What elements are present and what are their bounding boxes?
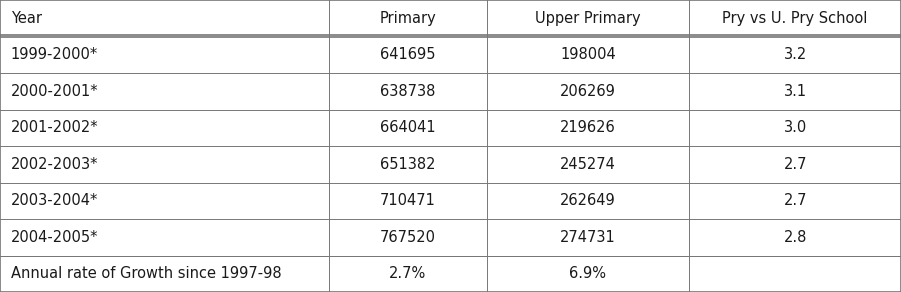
Text: 3.2: 3.2 <box>784 47 806 62</box>
Text: 1999-2000*: 1999-2000* <box>11 47 98 62</box>
Text: 2000-2001*: 2000-2001* <box>11 84 98 99</box>
Text: 245274: 245274 <box>560 157 616 172</box>
Text: 3.0: 3.0 <box>784 120 806 135</box>
Text: 664041: 664041 <box>380 120 435 135</box>
Text: Year: Year <box>11 11 41 26</box>
Text: 2003-2004*: 2003-2004* <box>11 193 98 208</box>
Text: 206269: 206269 <box>560 84 616 99</box>
Text: 651382: 651382 <box>380 157 435 172</box>
Text: 2.8: 2.8 <box>784 230 806 245</box>
Text: 767520: 767520 <box>379 230 436 245</box>
Text: 641695: 641695 <box>380 47 435 62</box>
Text: 198004: 198004 <box>560 47 615 62</box>
Text: 638738: 638738 <box>380 84 435 99</box>
Text: 2004-2005*: 2004-2005* <box>11 230 98 245</box>
Text: 2.7%: 2.7% <box>389 266 426 281</box>
Text: 2001-2002*: 2001-2002* <box>11 120 98 135</box>
Text: 710471: 710471 <box>379 193 436 208</box>
Text: 3.1: 3.1 <box>784 84 806 99</box>
Text: 262649: 262649 <box>560 193 615 208</box>
Text: 6.9%: 6.9% <box>569 266 606 281</box>
Text: 2.7: 2.7 <box>783 193 807 208</box>
Text: Pry vs U. Pry School: Pry vs U. Pry School <box>723 11 868 26</box>
Text: Annual rate of Growth since 1997-98: Annual rate of Growth since 1997-98 <box>11 266 281 281</box>
Text: Primary: Primary <box>379 11 436 26</box>
Text: 2.7: 2.7 <box>783 157 807 172</box>
Text: 274731: 274731 <box>560 230 615 245</box>
Text: 219626: 219626 <box>560 120 615 135</box>
Text: 2002-2003*: 2002-2003* <box>11 157 98 172</box>
Text: Upper Primary: Upper Primary <box>535 11 641 26</box>
